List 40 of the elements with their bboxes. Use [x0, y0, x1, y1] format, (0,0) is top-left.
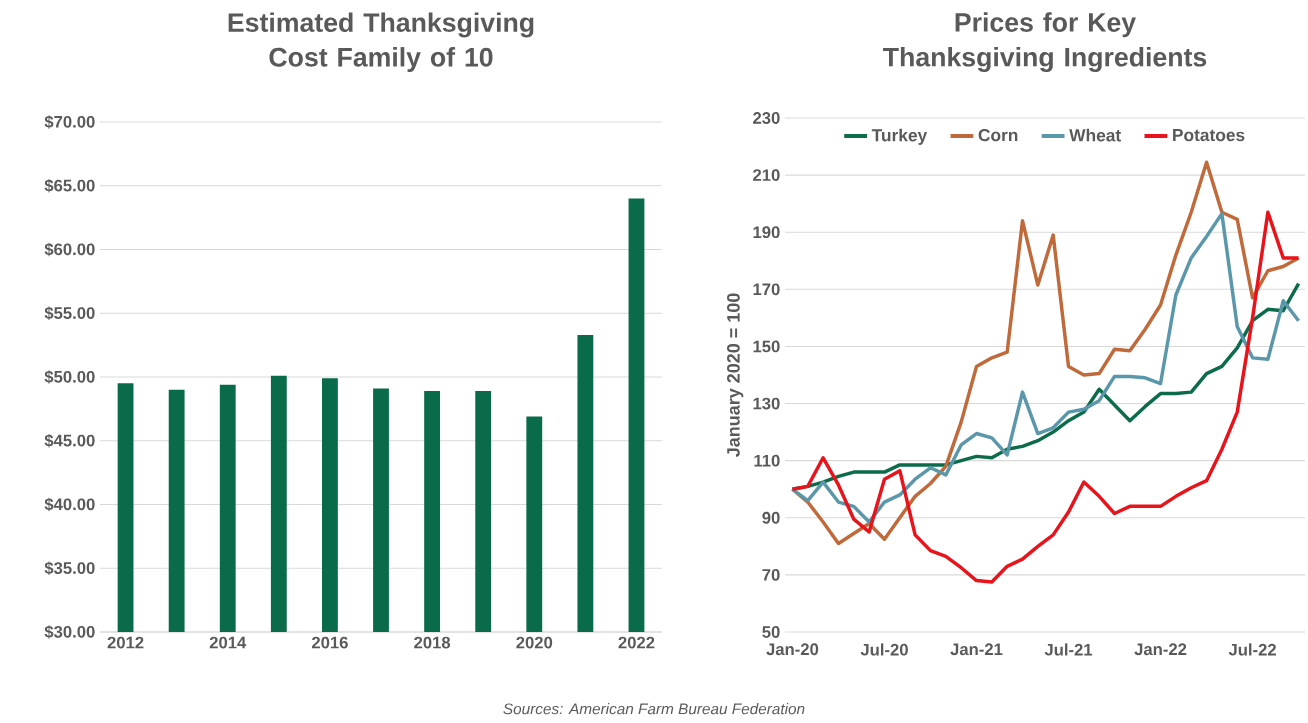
x-tick-label: Jul-21 [1044, 643, 1093, 656]
y-tick-label: 190 [753, 226, 780, 239]
legend-label: Potatoes [1173, 129, 1245, 142]
y-tick-label: $70.00 [44, 115, 95, 129]
y-tick-label: 110 [754, 454, 780, 467]
y-tick-label: $45.00 [44, 433, 95, 448]
x-tick-label: 2020 [516, 636, 553, 649]
x-tick-label: Jan-21 [950, 643, 1003, 656]
y-tick-label: $30.00 [44, 625, 95, 639]
y-tick-label: 70 [762, 568, 780, 581]
y-tick-label: 170 [753, 283, 780, 296]
source-note: Sources: American Farm Bureau Federation [503, 703, 805, 715]
x-tick-label: Jul-22 [1228, 643, 1276, 656]
chart-title: Estimated Thanksgiving Cost Family of 10 [228, 12, 534, 72]
y-tick-label: $40.00 [44, 497, 95, 512]
y-tick-label: $50.00 [44, 370, 95, 384]
legend-label: Turkey [871, 128, 928, 145]
y-axis-title: January 2020 = 100 [727, 293, 744, 458]
y-tick-label: 150 [753, 340, 780, 353]
y-tick-label: 50 [762, 626, 780, 638]
x-tick-label: Jan-22 [1134, 643, 1187, 656]
x-tick-label: 2016 [311, 636, 348, 649]
y-tick-label: $35.00 [44, 561, 95, 576]
y-tick-label: 90 [762, 511, 780, 524]
y-tick-label: 130 [753, 397, 780, 410]
y-tick-label: 230 [753, 112, 780, 124]
x-tick-label: Jan-20 [766, 643, 819, 656]
chart-title: Prices for Key Thanksgiving Ingredients [883, 12, 1207, 72]
x-tick-label: 2018 [414, 636, 451, 649]
y-tick-label: 210 [753, 169, 780, 181]
y-tick-label: $60.00 [44, 242, 95, 257]
x-tick-label: 2022 [618, 636, 655, 649]
x-tick-label: 2012 [107, 636, 144, 649]
y-tick-label: $55.00 [44, 306, 95, 321]
legend-label: Wheat [1069, 128, 1121, 142]
line-series [790, 211, 1301, 524]
x-tick-label: Jul-20 [860, 643, 908, 656]
y-tick-label: $65.00 [44, 178, 95, 193]
legend-label: Corn [978, 128, 1018, 142]
x-tick-label: 2014 [209, 636, 247, 649]
